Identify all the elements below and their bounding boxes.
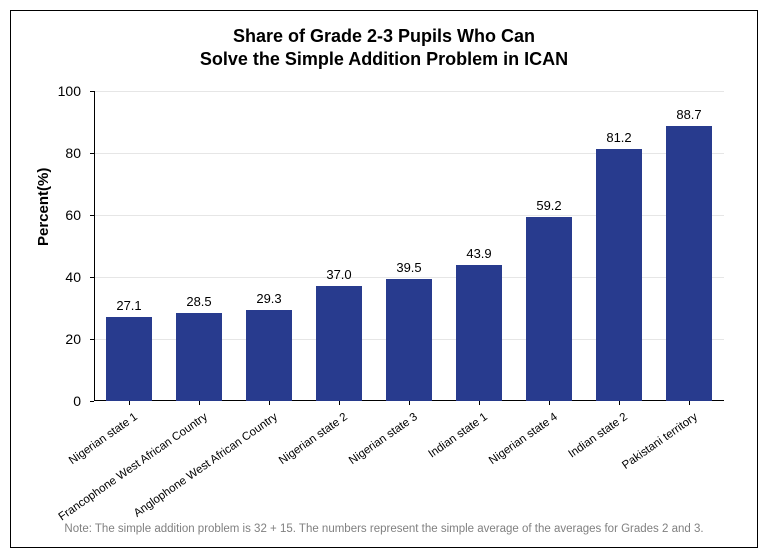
x-tick xyxy=(689,401,690,405)
y-tick-label: 60 xyxy=(41,207,81,223)
bar-value-label: 88.7 xyxy=(676,107,701,122)
chart-title: Share of Grade 2-3 Pupils Who Can Solve … xyxy=(11,25,757,70)
chart-footnote: Note: The simple addition problem is 32 … xyxy=(11,523,757,535)
title-line-2: Solve the Simple Addition Problem in ICA… xyxy=(200,49,568,69)
y-tick xyxy=(90,153,94,154)
y-axis xyxy=(94,91,95,401)
y-tick-label: 80 xyxy=(41,145,81,161)
y-tick xyxy=(90,401,94,402)
plot-area: 27.1 28.5 29.3 37.0 39.5 43.9 59.2 81.2 88.7 xyxy=(94,91,724,401)
x-tick xyxy=(409,401,410,405)
x-tick xyxy=(269,401,270,405)
bar-value-label: 43.9 xyxy=(466,246,491,261)
bar xyxy=(316,286,362,401)
bar xyxy=(596,149,642,401)
bar-value-label: 81.2 xyxy=(606,130,631,145)
y-tick xyxy=(90,91,94,92)
x-tick xyxy=(549,401,550,405)
x-tick xyxy=(129,401,130,405)
bar xyxy=(666,126,712,401)
y-tick-label: 40 xyxy=(41,269,81,285)
x-tick xyxy=(619,401,620,405)
x-tick xyxy=(199,401,200,405)
y-tick-label: 100 xyxy=(41,83,81,99)
y-tick-label: 0 xyxy=(41,393,81,409)
title-line-1: Share of Grade 2-3 Pupils Who Can xyxy=(233,26,535,46)
x-tick xyxy=(479,401,480,405)
bar xyxy=(176,313,222,401)
y-tick xyxy=(90,215,94,216)
chart-frame: Share of Grade 2-3 Pupils Who Can Solve … xyxy=(10,10,758,548)
x-tick xyxy=(339,401,340,405)
bar xyxy=(526,217,572,401)
bar-value-label: 28.5 xyxy=(186,294,211,309)
gridline xyxy=(94,91,724,92)
bar xyxy=(106,317,152,401)
bar xyxy=(456,265,502,401)
bar-value-label: 27.1 xyxy=(116,298,141,313)
bar-value-label: 59.2 xyxy=(536,198,561,213)
bar-value-label: 37.0 xyxy=(326,267,351,282)
bar xyxy=(246,310,292,401)
bar-value-label: 29.3 xyxy=(256,291,281,306)
y-tick xyxy=(90,277,94,278)
y-tick-label: 20 xyxy=(41,331,81,347)
bar xyxy=(386,279,432,401)
y-tick xyxy=(90,339,94,340)
bar-value-label: 39.5 xyxy=(396,260,421,275)
